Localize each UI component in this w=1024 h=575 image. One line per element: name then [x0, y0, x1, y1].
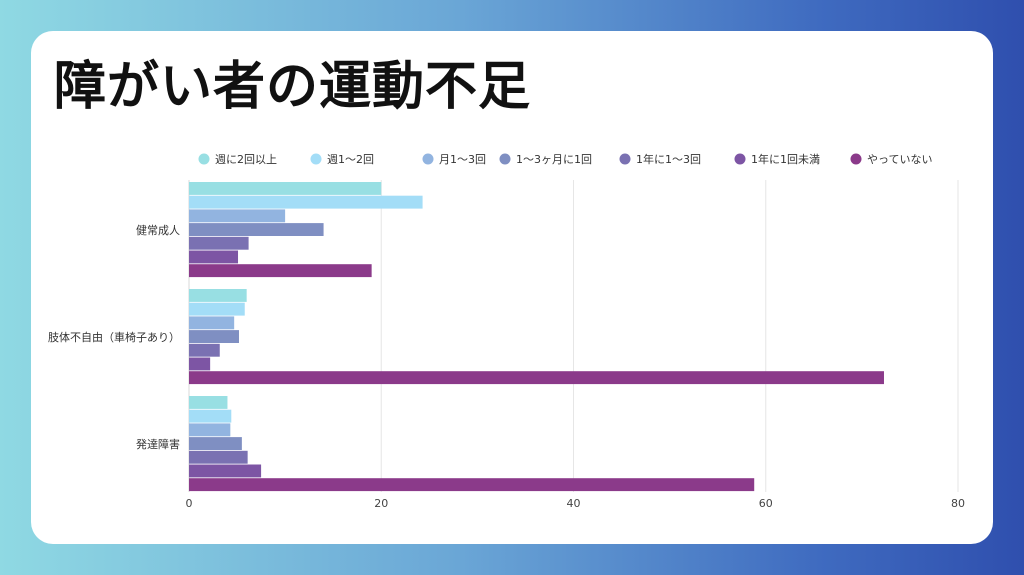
- bar: [189, 182, 382, 195]
- legend-marker: [499, 153, 511, 165]
- bar: [189, 195, 423, 209]
- legend-marker: [422, 153, 434, 165]
- legend-label: 1年に1～3回: [636, 152, 701, 166]
- x-tick-label: 0: [186, 497, 193, 510]
- bar: [189, 302, 245, 316]
- bar: [189, 396, 228, 409]
- bar: [189, 250, 239, 264]
- x-tick-label: 60: [759, 497, 773, 510]
- bar: [189, 478, 755, 492]
- bar: [189, 357, 211, 371]
- bar: [189, 316, 235, 330]
- legend-marker: [850, 153, 862, 165]
- legend-label: 週1～2回: [327, 153, 374, 166]
- legend-label: 月1～3回: [439, 153, 486, 166]
- legend-label: やっていない: [867, 153, 932, 166]
- category-label: 肢体不自由（車椅子あり）: [48, 330, 180, 344]
- bar: [189, 464, 262, 478]
- legend-marker: [619, 153, 631, 165]
- bar: [189, 223, 324, 236]
- bar: [189, 330, 239, 343]
- legend-label: 1～3ヶ月に1回: [516, 153, 592, 166]
- bar: [189, 264, 372, 278]
- legend-label: 週に2回以上: [215, 153, 277, 166]
- x-tick-label: 20: [374, 497, 388, 510]
- bar: [189, 437, 242, 450]
- bar: [189, 423, 231, 437]
- legend-label: 1年に1回未満: [751, 152, 820, 166]
- bar: [189, 289, 247, 302]
- bar: [189, 236, 249, 250]
- x-tick-label: 40: [567, 497, 581, 510]
- bar: [189, 450, 248, 464]
- bar: [189, 409, 232, 423]
- page-title: 障がい者の運動不足: [54, 57, 532, 117]
- bar: [189, 343, 220, 357]
- bar: [189, 371, 884, 385]
- category-label: 健常成人: [136, 224, 180, 237]
- legend-marker: [734, 153, 746, 165]
- legend-marker: [198, 153, 210, 165]
- legend-marker: [310, 153, 322, 165]
- x-tick-label: 80: [951, 497, 965, 510]
- bar: [189, 209, 286, 223]
- category-label: 発達障害: [136, 437, 180, 451]
